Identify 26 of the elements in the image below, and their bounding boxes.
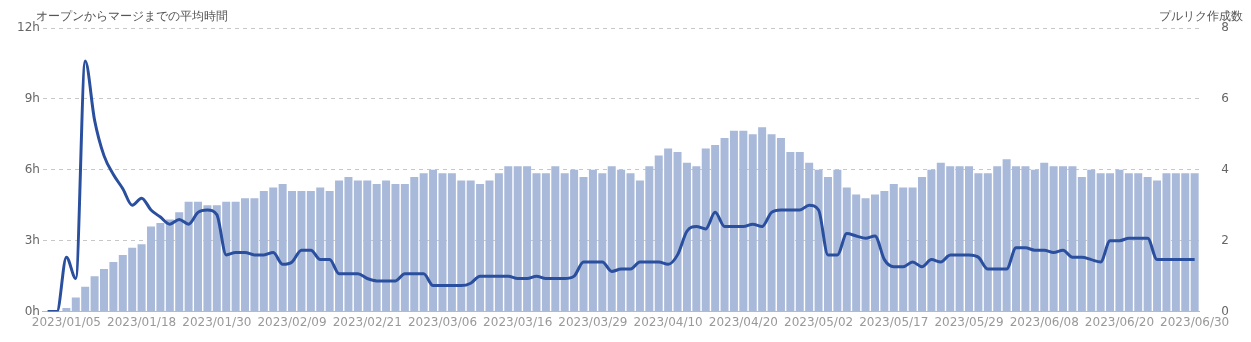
y-tick-label: 6h: [24, 161, 40, 176]
y2-tick-label: 6: [1221, 91, 1230, 106]
bar: [1190, 173, 1199, 312]
y2-tick-label: 4: [1221, 161, 1230, 176]
x-tick-label: 2023/05/29: [934, 314, 1004, 329]
x-tick-label: 2023/01/18: [107, 314, 177, 329]
x-tick-label: 2023/06/20: [1084, 314, 1155, 329]
x-tick-label: 2023/01/30: [182, 314, 252, 329]
y-tick-label: 9h: [24, 91, 40, 106]
x-tick-label: 2023/05/17: [859, 314, 929, 329]
y-axis-title: オープンからマージまでの平均時間: [36, 8, 228, 23]
x-tick-label: 2023/04/20: [708, 314, 778, 329]
x-tick-label: 2023/06/08: [1009, 314, 1079, 329]
y-tick-label: 12h: [17, 20, 40, 35]
x-tick-label: 2023/03/16: [483, 314, 553, 329]
y2-tick-label: 8: [1221, 20, 1230, 35]
y-tick-label: 3h: [24, 232, 40, 247]
x-tick-label: 2023/03/29: [558, 314, 628, 329]
line-series: [46, 59, 1197, 312]
y2-axis-title: プルリク作成数: [1159, 8, 1243, 23]
x-tick-label: 2023/02/21: [332, 314, 402, 329]
x-tick-label: 2023/04/10: [633, 314, 703, 329]
x-tick-label: 2023/03/06: [407, 314, 478, 329]
x-tick-label: 2023/05/02: [783, 314, 854, 329]
y2-tick-label: 2: [1221, 232, 1230, 247]
x-tick-label: 2023/02/09: [257, 314, 327, 329]
